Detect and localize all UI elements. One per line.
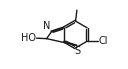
Text: HO: HO xyxy=(21,33,36,43)
Text: Cl: Cl xyxy=(98,36,108,46)
Text: N: N xyxy=(43,21,51,31)
Text: S: S xyxy=(74,46,80,56)
